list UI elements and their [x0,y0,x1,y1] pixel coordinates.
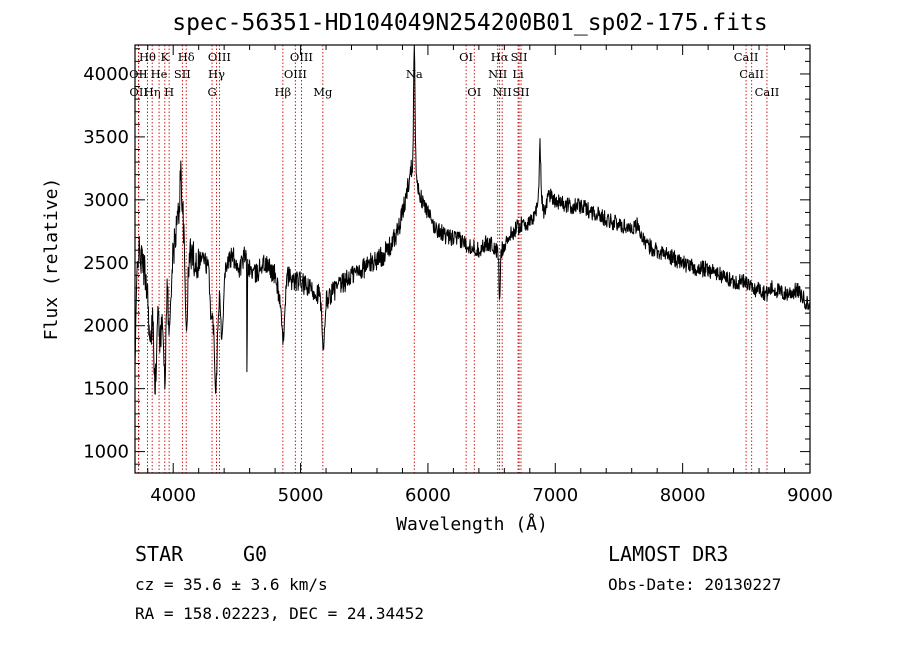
line-marker-label: SII [511,50,528,64]
line-marker-label: He [151,67,168,81]
y-tick-label: 3000 [83,190,129,211]
line-marker-label: CaII [755,85,780,99]
x-tick-label: 5000 [278,485,324,506]
line-marker-label: Mg [313,85,333,99]
line-marker-label: OI [459,50,473,64]
y-axis-label: Flux (relative) [41,178,62,341]
line-marker-label: Hδ [178,50,195,64]
observation-date: Obs-Date: 20130227 [608,575,782,594]
object-subclass: G0 [243,542,268,566]
object-class: STAR [135,542,184,566]
line-marker-label: K [161,50,170,64]
line-marker-label: NII [488,67,507,81]
line-marker-label: SII [174,67,191,81]
spectrum-series [134,44,811,395]
line-marker-label: G [207,85,216,99]
x-tick-label: 9000 [787,485,833,506]
axis-ticks: 4000 5000 6000 7000 8000 9000 1000 1500 2000 2500… [83,45,833,506]
line-marker-label: OIII [284,67,307,81]
chart-title: spec-56351-HD104049N254200B01_sp02-175.f… [172,10,767,36]
line-marker-label: Hβ [275,85,292,99]
y-tick-label: 3500 [83,127,129,148]
line-marker-label: OII [129,85,148,99]
line-marker-label: Hθ [139,50,156,64]
y-tick-label: 4000 [83,64,129,85]
line-marker-label: Hγ [208,67,225,81]
y-tick-label: 1500 [83,379,129,400]
spectrum-line [134,44,811,395]
x-tick-label: 7000 [532,485,578,506]
y-tick-label: 2000 [83,316,129,337]
line-marker-label: CaII [734,50,759,64]
line-marker-label: Hα [491,50,509,64]
y-tick-label: 2500 [83,253,129,274]
line-marker-label: H [164,85,174,99]
line-marker-label: NII [493,85,512,99]
x-axis-label: Wavelength (Å) [396,513,548,535]
line-marker-label: CaII [739,67,764,81]
redshift-readout: cz = 35.6 ± 3.6 km/s [135,575,328,594]
line-marker-label: Li [512,67,524,81]
x-tick-label: 8000 [660,485,706,506]
x-tick-label: 4000 [150,485,196,506]
line-marker-label: Hη [144,85,161,99]
plot-frame [134,44,811,474]
coordinates-readout: RA = 158.02223, DEC = 24.34452 [135,604,424,623]
line-marker-label: OIII [208,50,231,64]
line-marker-label: SII [513,85,530,99]
line-marker-label: OI [467,85,481,99]
survey-name: LAMOST DR3 [608,542,729,566]
y-tick-label: 1000 [83,442,129,463]
line-marker-label: OIII [290,50,313,64]
x-tick-label: 6000 [405,485,451,506]
